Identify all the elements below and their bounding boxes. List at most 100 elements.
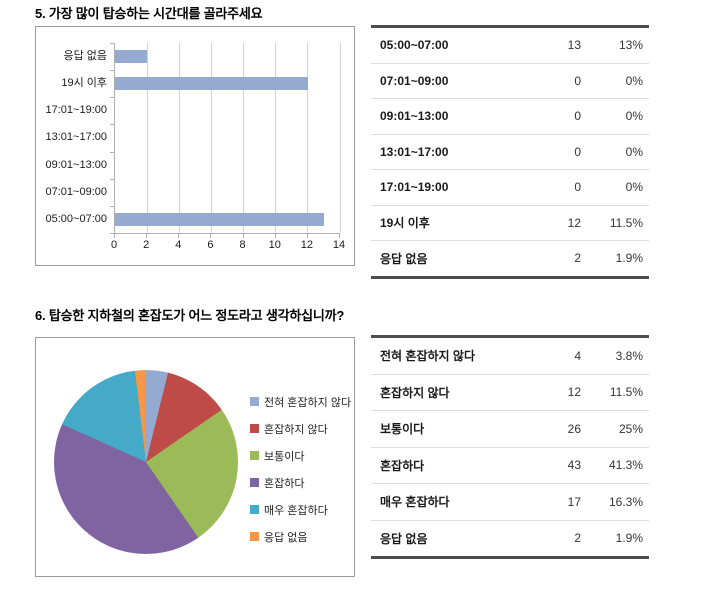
legend-item: 혼잡하다 xyxy=(250,474,351,491)
table-cell-percent: 0% xyxy=(625,144,643,159)
table-cell-percent: 0% xyxy=(625,109,643,124)
bar-category-label: 19시 이후 xyxy=(61,77,107,90)
table-cell-percent: 16.3% xyxy=(608,494,643,509)
gridline xyxy=(243,43,245,233)
table-cell-label: 매우 혼잡하다 xyxy=(380,495,450,510)
legend-swatch-icon xyxy=(250,532,259,541)
y-axis-tick xyxy=(110,151,114,153)
y-axis-tick xyxy=(110,43,114,44)
table-cell-count: 4 xyxy=(574,348,581,363)
x-axis-tick xyxy=(146,234,148,238)
table-cell-percent: 3.8% xyxy=(615,348,643,363)
y-axis-tick xyxy=(110,97,114,99)
x-axis-label: 4 xyxy=(175,239,182,251)
table-row: 응답 없음 2 1.9% xyxy=(371,519,649,557)
y-axis-tick xyxy=(110,70,114,72)
legend-label: 혼잡하다 xyxy=(264,477,305,490)
bar-category-label: 05:00~07:00 xyxy=(45,212,107,225)
table-cell-percent: 11.5% xyxy=(609,385,643,400)
gridline xyxy=(339,43,341,233)
legend-label: 전혀 혼잡하지 않다 xyxy=(264,396,352,409)
x-axis-label: 12 xyxy=(300,239,313,251)
legend-label: 매우 혼잡하다 xyxy=(264,504,328,517)
legend-swatch-icon xyxy=(250,478,259,487)
table-cell-count: 43 xyxy=(567,458,581,473)
q5-bar-plot-area xyxy=(114,43,341,234)
table-cell-label: 보통이다 xyxy=(380,422,425,437)
gridline xyxy=(307,43,309,233)
legend-item: 전혀 혼잡하지 않다 xyxy=(250,393,351,410)
legend-item: 응답 없음 xyxy=(250,528,351,545)
x-axis-label: 2 xyxy=(143,239,150,251)
bar-category-label: 17:01~19:00 xyxy=(45,104,107,117)
table-row: 매우 혼잡하다 17 16.3% xyxy=(371,483,649,520)
bar-05:00~07:00 xyxy=(115,212,324,226)
table-cell-label: 혼잡하지 않다 xyxy=(380,385,450,400)
question-5-title: 5. 가장 많이 탑승하는 시간대를 골라주세요 xyxy=(35,6,263,21)
table-cell-count: 17 xyxy=(567,494,581,509)
table-cell-label: 응답 없음 xyxy=(380,531,428,546)
legend-swatch-icon xyxy=(250,451,259,460)
table-cell-percent: 0% xyxy=(625,180,643,195)
y-axis-tick xyxy=(110,233,114,234)
legend-item: 보통이다 xyxy=(250,447,351,464)
gridline xyxy=(178,43,180,233)
table-cell-label: 전혀 혼잡하지 않다 xyxy=(380,349,475,364)
table-row: 05:00~07:00 13 13% xyxy=(371,28,649,63)
table-cell-percent: 25% xyxy=(618,421,643,436)
y-axis-tick xyxy=(110,124,114,126)
legend-item: 매우 혼잡하다 xyxy=(250,501,351,518)
table-cell-percent: 41.3% xyxy=(608,458,643,473)
table-cell-count: 0 xyxy=(574,144,581,159)
table-row: 응답 없음 2 1.9% xyxy=(371,240,649,276)
table-cell-label: 혼잡하다 xyxy=(380,458,425,473)
q5-bar-chart: 응답 없음 19시 이후 17:01~19:00 13:01~17:00 09:01~1… xyxy=(35,26,355,266)
x-axis-label: 6 xyxy=(207,239,214,251)
x-axis-label: 8 xyxy=(239,239,246,251)
x-axis-tick xyxy=(114,234,115,238)
question-6-title: 6. 탑승한 지하철의 혼잡도가 어느 정도라고 생각하십니까? xyxy=(35,308,345,323)
x-axis-tick xyxy=(306,234,308,238)
x-axis-tick xyxy=(242,234,244,238)
table-cell-label: 07:01~09:00 xyxy=(380,73,449,88)
table-cell-percent: 1.9% xyxy=(615,531,643,546)
table-cell-percent: 13% xyxy=(618,38,643,53)
y-axis-tick xyxy=(110,178,114,180)
q6-result-table: 전혀 혼잡하지 않다 4 3.8% 혼잡하지 않다 12 11.5% 보통이다 26 25% 혼잡… xyxy=(371,335,649,559)
x-axis-tick xyxy=(339,234,340,238)
x-axis-tick xyxy=(210,234,212,238)
table-cell-label: 응답 없음 xyxy=(380,251,428,266)
table-row: 09:01~13:00 0 0% xyxy=(371,98,649,134)
table-cell-label: 13:01~17:00 xyxy=(380,144,449,159)
legend-swatch-icon xyxy=(250,397,259,406)
table-cell-label: 05:00~07:00 xyxy=(380,38,449,53)
gridline xyxy=(146,43,148,233)
legend-label: 응답 없음 xyxy=(264,531,308,544)
table-row: 07:01~09:00 0 0% xyxy=(371,62,649,99)
table-cell-count: 12 xyxy=(567,215,581,230)
x-axis-tick xyxy=(178,234,180,238)
pie-graphic xyxy=(54,370,238,554)
table-cell-count: 13 xyxy=(567,38,581,53)
legend-item: 혼잡하지 않다 xyxy=(250,420,351,437)
table-cell-count: 0 xyxy=(574,180,581,195)
table-cell-count: 12 xyxy=(567,385,581,400)
table-cell-count: 2 xyxy=(574,251,581,266)
y-axis-tick xyxy=(110,205,114,207)
table-cell-count: 0 xyxy=(574,73,581,88)
legend-label: 혼잡하지 않다 xyxy=(264,423,328,436)
bar-응답 없음 xyxy=(115,50,148,64)
table-cell-percent: 1.9% xyxy=(615,251,643,266)
table-row: 13:01~17:00 0 0% xyxy=(371,133,649,170)
table-cell-label: 17:01~19:00 xyxy=(380,180,449,195)
table-cell-count: 2 xyxy=(574,531,581,546)
x-axis-label: 0 xyxy=(110,239,118,251)
x-axis-label: 10 xyxy=(268,239,281,251)
bar-category-label: 07:01~09:00 xyxy=(45,185,107,198)
q5-result-table: 05:00~07:00 13 13% 07:01~09:00 0 0% 09:01~13:0… xyxy=(371,25,649,279)
table-cell-count: 26 xyxy=(567,421,581,436)
bar-category-label: 응답 없음 xyxy=(63,50,107,62)
table-cell-percent: 11.5% xyxy=(609,215,643,230)
table-cell-label: 09:01~13:00 xyxy=(380,109,449,124)
